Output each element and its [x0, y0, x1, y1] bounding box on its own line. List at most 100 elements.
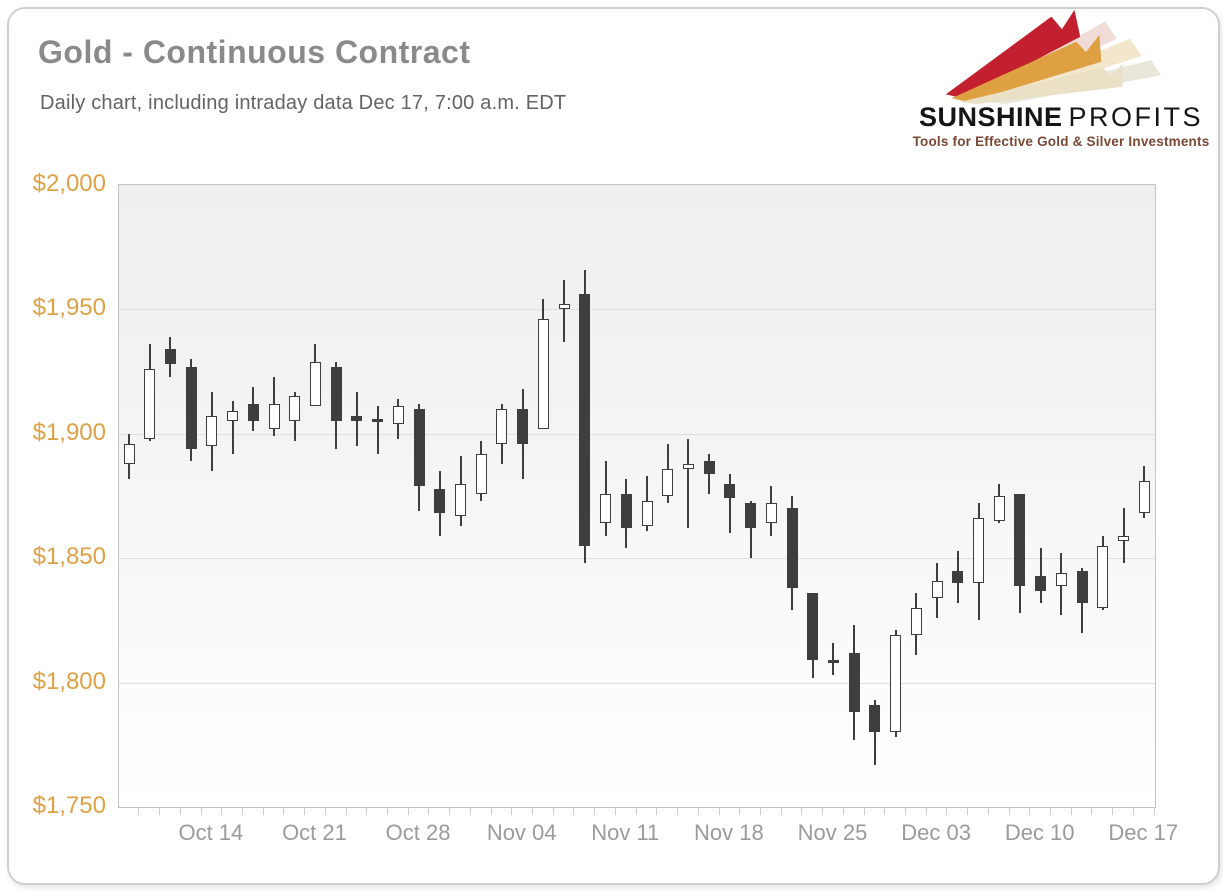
- day-tick: [697, 808, 699, 815]
- y-axis-label: $1,950: [32, 294, 106, 322]
- candle-body: [1076, 570, 1088, 603]
- day-tick: [304, 808, 306, 815]
- day-tick: [387, 808, 388, 815]
- day-tick: [1132, 808, 1134, 815]
- candle-wick: [1039, 548, 1042, 603]
- y-axis-label: $1,900: [32, 418, 106, 446]
- candle-body: [372, 418, 384, 422]
- candle-body: [641, 500, 653, 526]
- candle-body: [600, 493, 612, 524]
- candle-body: [745, 503, 757, 529]
- day-tick: [1008, 808, 1010, 815]
- sunshine-profits-logo: SUNSHINE PROFITS Tools for Effective Gold…: [905, 8, 1217, 156]
- day-tick: [863, 808, 865, 815]
- candle-wick: [873, 700, 876, 765]
- day-tick: [138, 808, 140, 815]
- day-tick: [759, 808, 761, 815]
- day-tick: [987, 808, 989, 815]
- candle-body: [351, 416, 363, 422]
- candle-body: [475, 453, 487, 494]
- x-axis-label: Nov 25: [797, 820, 868, 845]
- day-tick: [573, 808, 575, 815]
- candle-body: [455, 483, 467, 516]
- day-tick: [677, 808, 679, 815]
- gridline: [119, 309, 1155, 311]
- candle-body: [185, 366, 197, 449]
- candle-body: [434, 488, 446, 514]
- day-tick: [656, 808, 658, 815]
- day-tick: [1070, 808, 1072, 815]
- candle-body: [848, 652, 860, 713]
- day-tick: [366, 808, 368, 815]
- x-axis-label: Dec 17: [1108, 820, 1179, 845]
- candle-body: [537, 319, 549, 429]
- day-tick: [614, 808, 616, 815]
- candle-wick: [728, 473, 731, 534]
- day-tick: [552, 808, 554, 815]
- day-tick: [801, 808, 803, 815]
- day-tick: [1112, 808, 1114, 815]
- candle-body: [579, 294, 591, 546]
- day-tick: [718, 808, 720, 815]
- day-tick: [490, 808, 492, 815]
- day-tick: [407, 808, 409, 815]
- candle-body: [227, 411, 239, 422]
- price-chart-plot-area: [118, 184, 1156, 808]
- candle-body: [164, 349, 176, 365]
- candle-wick: [687, 438, 690, 529]
- day-tick: [739, 808, 741, 815]
- candle-body: [330, 366, 342, 422]
- x-axis-label: Oct 28: [385, 820, 451, 845]
- day-tick: [905, 808, 906, 815]
- y-axis-label: $1,800: [32, 667, 106, 695]
- candle-body: [682, 463, 694, 469]
- candle-body: [392, 406, 404, 424]
- candle-body: [517, 408, 529, 444]
- day-tick: [1029, 808, 1031, 815]
- candle-body: [973, 518, 985, 584]
- candle-wick: [708, 453, 711, 494]
- candle-body: [496, 408, 508, 444]
- candle-body: [206, 416, 218, 447]
- candle-body: [413, 408, 425, 487]
- candle-body: [1118, 535, 1130, 541]
- day-tick: [241, 808, 243, 815]
- logo-brand-secondary: PROFITS: [1068, 102, 1204, 132]
- y-axis-label: $1,850: [32, 543, 106, 571]
- candle-body: [807, 593, 819, 661]
- x-axis-label: Oct 14: [178, 820, 244, 845]
- day-tick: [159, 808, 161, 815]
- candle-body: [724, 483, 736, 499]
- candle-body: [247, 403, 259, 422]
- day-tick: [345, 808, 347, 815]
- candle-wick: [231, 401, 234, 454]
- day-tick: [221, 808, 223, 815]
- candle-body: [558, 304, 570, 310]
- y-axis-label: $1,750: [32, 792, 106, 819]
- candle-wick: [563, 279, 566, 342]
- logo-brand-text: SUNSHINE PROFITS: [905, 102, 1217, 133]
- x-axis-label: Dec 03: [901, 820, 971, 845]
- day-tick: [967, 808, 969, 815]
- day-tick: [428, 808, 430, 815]
- candle-body: [765, 503, 777, 524]
- chart-subtitle: Daily chart, including intraday data Dec…: [40, 92, 567, 114]
- x-axis-label: Nov 18: [694, 820, 764, 845]
- day-tick: [780, 808, 782, 815]
- candle-body: [910, 607, 922, 636]
- day-tick: [179, 808, 181, 815]
- candle-body: [123, 443, 135, 464]
- y-axis-label: $2,000: [32, 170, 106, 197]
- gridline: [119, 433, 1155, 435]
- candle-body: [1055, 573, 1067, 586]
- day-tick: [594, 808, 596, 815]
- candle-wick: [832, 642, 835, 676]
- day-tick: [842, 808, 844, 815]
- day-tick: [635, 808, 637, 815]
- chart-title: Gold - Continuous Contract: [38, 34, 471, 70]
- candle-body: [869, 704, 881, 733]
- day-tick: [1050, 808, 1052, 815]
- day-tick: [1153, 808, 1155, 815]
- day-tick: [283, 808, 285, 815]
